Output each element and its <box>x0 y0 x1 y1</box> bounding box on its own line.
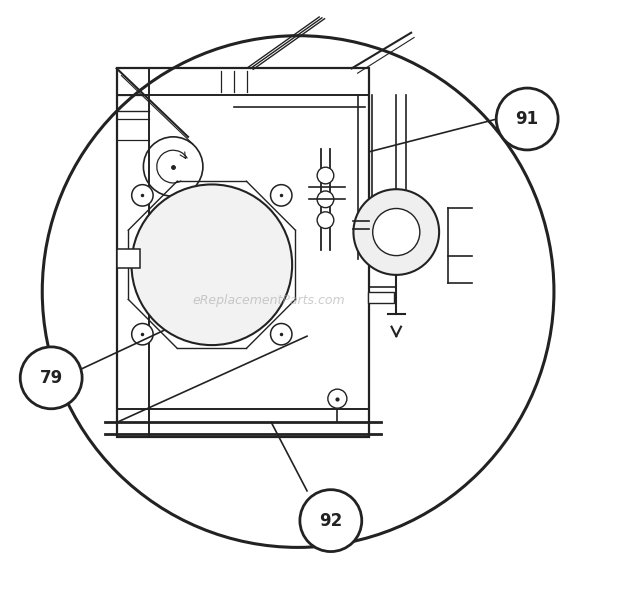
Circle shape <box>328 389 347 408</box>
Circle shape <box>373 208 420 256</box>
Circle shape <box>353 189 439 275</box>
Text: 92: 92 <box>319 512 342 530</box>
Text: eReplacementParts.com: eReplacementParts.com <box>192 294 345 307</box>
Circle shape <box>20 347 82 409</box>
Circle shape <box>300 490 361 552</box>
Circle shape <box>131 184 292 345</box>
Circle shape <box>317 167 334 184</box>
Circle shape <box>496 88 558 150</box>
Text: 91: 91 <box>516 110 539 128</box>
Circle shape <box>317 191 334 208</box>
Text: 79: 79 <box>40 369 63 387</box>
Bar <box>117 249 140 268</box>
Circle shape <box>131 184 153 206</box>
Bar <box>117 68 370 437</box>
Circle shape <box>270 324 292 345</box>
Bar <box>368 292 394 303</box>
Circle shape <box>270 184 292 206</box>
Circle shape <box>131 324 153 345</box>
Circle shape <box>317 212 334 228</box>
